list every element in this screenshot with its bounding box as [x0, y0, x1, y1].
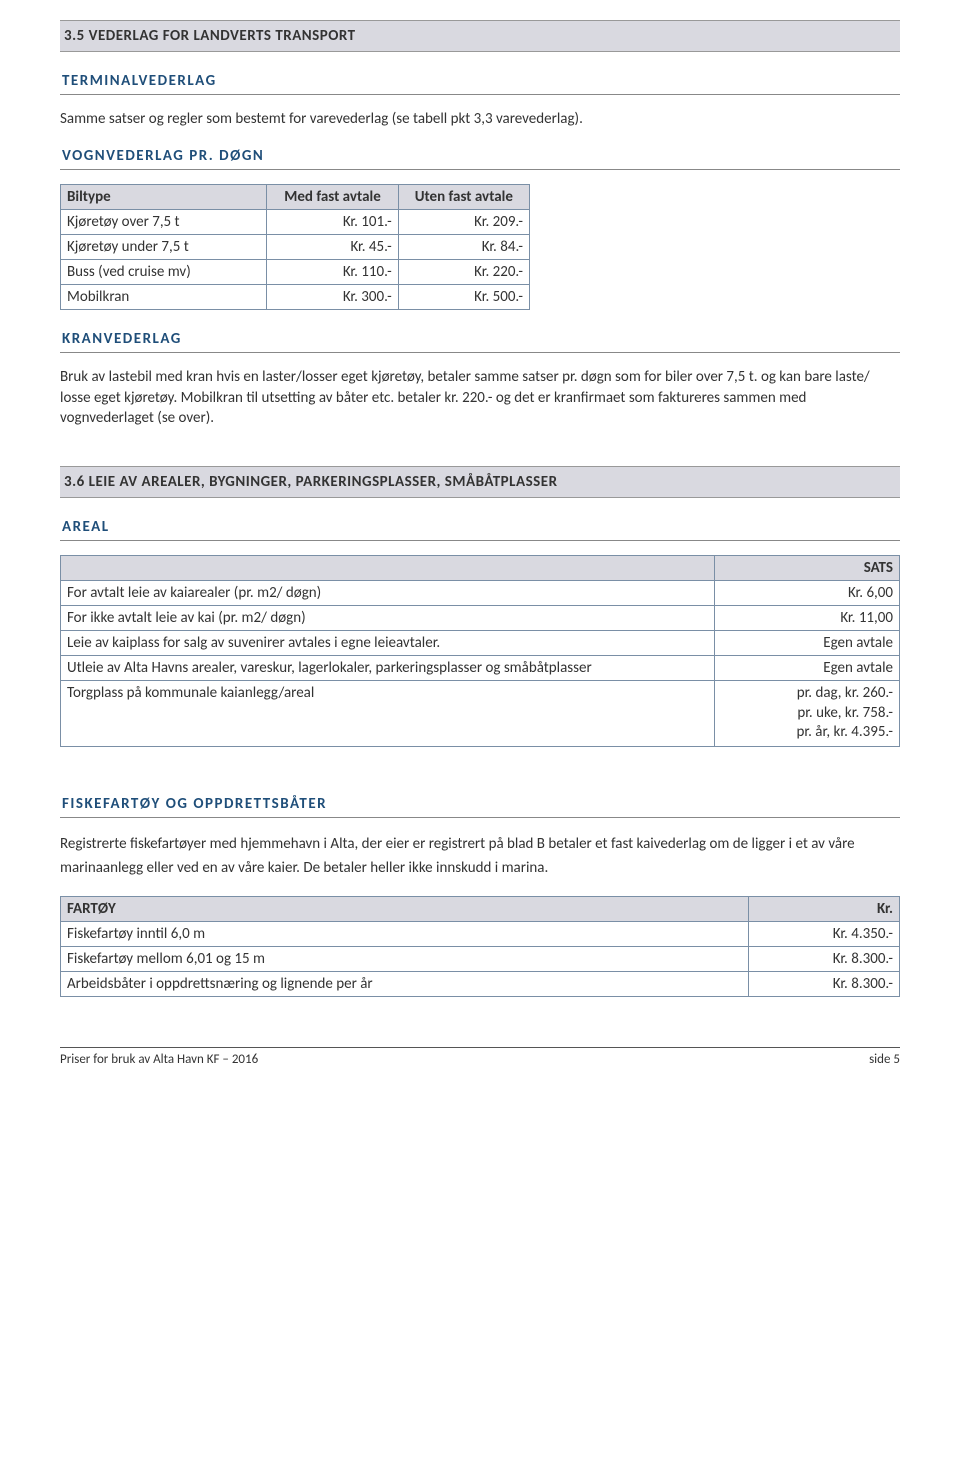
cell: Kr. 45.-: [267, 235, 398, 260]
cell: Buss (ved cruise mv): [61, 260, 267, 285]
col-uten-fast-avtale: Uten fast avtale: [398, 185, 529, 210]
table-row: For avtalt leie av kaiarealer (pr. m2/ d…: [61, 581, 900, 606]
fiskefartoy-table: FARTØY Kr. Fiskefartøy inntil 6,0 m Kr. …: [60, 896, 900, 997]
cell: Kr. 300.-: [267, 285, 398, 310]
table-row: For ikke avtalt leie av kai (pr. m2/ døg…: [61, 606, 900, 631]
cell: Egen avtale: [715, 631, 900, 656]
table-row: Arbeidsbåter i oppdrettsnæring og lignen…: [61, 971, 900, 996]
page-footer: Priser for bruk av Alta Havn KF – 2016 s…: [60, 1052, 900, 1067]
cell: Fiskefartøy mellom 6,01 og 15 m: [61, 946, 749, 971]
table-row: Fiskefartøy mellom 6,01 og 15 m Kr. 8.30…: [61, 946, 900, 971]
cell: Leie av kaiplass for salg av suvenirer a…: [61, 631, 715, 656]
cell: Kr. 84.-: [398, 235, 529, 260]
col-blank: [61, 556, 715, 581]
areal-heading: AREAL: [60, 516, 900, 541]
footer-left: Priser for bruk av Alta Havn KF – 2016: [60, 1052, 258, 1067]
cell: Kjøretøy over 7,5 t: [61, 210, 267, 235]
cell: Kr. 101.-: [267, 210, 398, 235]
cell: Kr. 500.-: [398, 285, 529, 310]
col-fartoy: FARTØY: [61, 896, 749, 921]
table-row: Torgplass på kommunale kaianlegg/areal p…: [61, 681, 900, 747]
table-header-row: SATS: [61, 556, 900, 581]
cell: Kr. 220.-: [398, 260, 529, 285]
col-med-fast-avtale: Med fast avtale: [267, 185, 398, 210]
table-row: Utleie av Alta Havns arealer, vareskur, …: [61, 656, 900, 681]
cell: Kr. 209.-: [398, 210, 529, 235]
cell: For avtalt leie av kaiarealer (pr. m2/ d…: [61, 581, 715, 606]
cell: Kr. 8.300.-: [748, 971, 899, 996]
vognvederlag-table: Biltype Med fast avtale Uten fast avtale…: [60, 184, 530, 310]
col-kr: Kr.: [748, 896, 899, 921]
cell: Kr. 110.-: [267, 260, 398, 285]
vognvederlag-heading: VOGNVEDERLAG PR. DØGN: [60, 145, 900, 170]
cell: Kr. 4.350.-: [748, 921, 899, 946]
cell: Kr. 11,00: [715, 606, 900, 631]
cell: Kr. 8.300.-: [748, 946, 899, 971]
col-sats: SATS: [715, 556, 900, 581]
table-row: Mobilkran Kr. 300.- Kr. 500.-: [61, 285, 530, 310]
kranvederlag-text: Bruk av lastebil med kran hvis en laster…: [60, 367, 900, 428]
cell: Torgplass på kommunale kaianlegg/areal: [61, 681, 715, 747]
table-header-row: FARTØY Kr.: [61, 896, 900, 921]
table-row: Kjøretøy over 7,5 t Kr. 101.- Kr. 209.-: [61, 210, 530, 235]
cell: Egen avtale: [715, 656, 900, 681]
table-row: Leie av kaiplass for salg av suvenirer a…: [61, 631, 900, 656]
footer-rule: [60, 1047, 900, 1048]
kranvederlag-heading: KRANVEDERLAG: [60, 328, 900, 353]
table-header-row: Biltype Med fast avtale Uten fast avtale: [61, 185, 530, 210]
fiskefartoy-heading: FISKEFARTØY OG OPPDRETTSBÅTER: [60, 793, 900, 818]
section-3-6-title: 3.6 LEIE AV AREALER, BYGNINGER, PARKERIN…: [60, 466, 900, 498]
cell: Kjøretøy under 7,5 t: [61, 235, 267, 260]
cell: For ikke avtalt leie av kai (pr. m2/ døg…: [61, 606, 715, 631]
table-row: Kjøretøy under 7,5 t Kr. 45.- Kr. 84.-: [61, 235, 530, 260]
cell: Kr. 6,00: [715, 581, 900, 606]
cell: Fiskefartøy inntil 6,0 m: [61, 921, 749, 946]
table-row: Buss (ved cruise mv) Kr. 110.- Kr. 220.-: [61, 260, 530, 285]
section-3-5-title: 3.5 VEDERLAG FOR LANDVERTS TRANSPORT: [60, 20, 900, 52]
fiskefartoy-text: Registrerte fiskefartøyer med hjemmehavn…: [60, 832, 900, 880]
cell: Utleie av Alta Havns arealer, vareskur, …: [61, 656, 715, 681]
table-row: Fiskefartøy inntil 6,0 m Kr. 4.350.-: [61, 921, 900, 946]
terminalvederlag-text: Samme satser og regler som bestemt for v…: [60, 109, 900, 129]
cell: Arbeidsbåter i oppdrettsnæring og lignen…: [61, 971, 749, 996]
terminalvederlag-heading: TERMINALVEDERLAG: [60, 70, 900, 95]
cell: pr. dag, kr. 260.-pr. uke, kr. 758.-pr. …: [715, 681, 900, 747]
cell: Mobilkran: [61, 285, 267, 310]
areal-table: SATS For avtalt leie av kaiarealer (pr. …: [60, 555, 900, 747]
footer-right: side 5: [869, 1052, 900, 1067]
col-biltype: Biltype: [61, 185, 267, 210]
